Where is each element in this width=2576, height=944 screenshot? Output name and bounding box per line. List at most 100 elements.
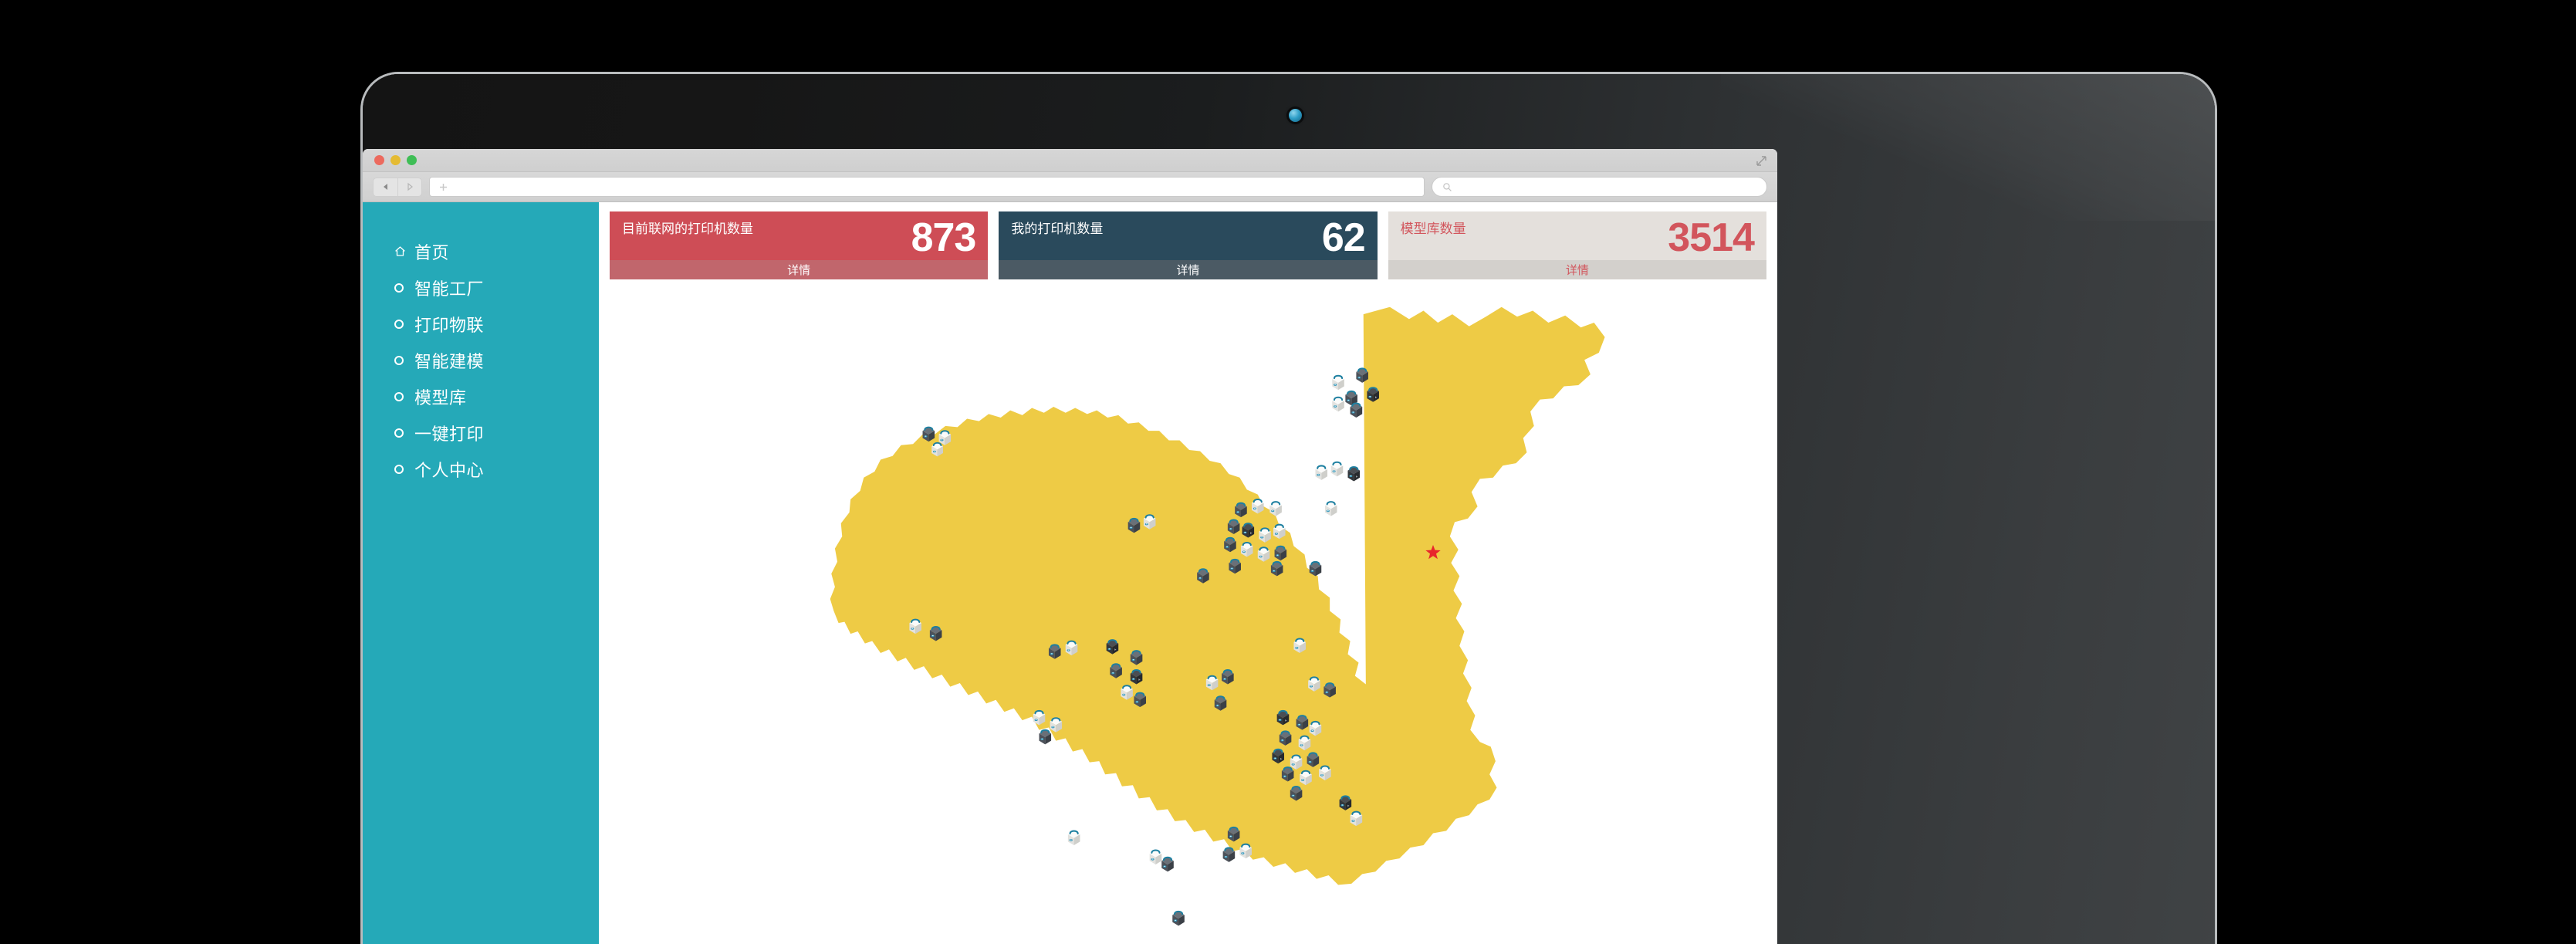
printer-marker-icon[interactable] [1270,560,1283,577]
stat-card-online-printers[interactable]: 目前联网的打印机数量 873 详情 [610,211,989,279]
maximize-button[interactable] [407,155,417,165]
printer-marker-icon[interactable] [1347,465,1361,482]
circle-icon [394,283,414,293]
printer-marker-icon[interactable] [1259,527,1271,543]
printer-marker-icon[interactable] [1290,785,1303,801]
printer-marker-icon[interactable] [1350,402,1363,418]
printer-marker-icon[interactable] [1239,843,1252,859]
url-input[interactable] [429,177,1425,197]
printer-marker-icon[interactable] [1224,536,1236,553]
search-icon [1443,182,1452,191]
printer-marker-icon[interactable] [1214,695,1227,711]
printer-marker-icon[interactable] [1130,650,1143,665]
red-star-icon[interactable] [1425,544,1441,560]
printer-marker-icon[interactable] [1130,669,1143,685]
sidebar-item-label: 个人中心 [414,460,485,480]
sidebar-item-smart-factory[interactable]: 智能工厂 [363,269,599,306]
printer-marker-icon[interactable] [1048,644,1061,659]
printer-marker-icon[interactable] [1143,514,1156,530]
browser-toolbar [363,172,1777,202]
printer-marker-icon[interactable] [1197,568,1209,584]
printer-marker-icon[interactable] [1222,847,1236,862]
printer-marker-icon[interactable] [929,625,942,641]
china-map-shape[interactable] [599,279,1777,940]
printer-marker-icon[interactable] [1161,856,1174,872]
printer-marker-icon[interactable] [1307,752,1320,767]
printer-marker-icon[interactable] [1065,640,1078,656]
printer-marker-icon[interactable] [1251,499,1264,514]
printer-marker-icon[interactable] [1227,826,1240,842]
printer-marker-icon[interactable] [1127,517,1141,533]
circle-icon [394,355,414,365]
printer-marker-icon[interactable] [909,618,921,634]
printer-marker-icon[interactable] [1296,715,1309,730]
minimize-button[interactable] [390,155,401,165]
sidebar-item-home[interactable]: 首页 [363,233,599,269]
printer-marker-icon[interactable] [1300,770,1312,786]
printer-marker-icon[interactable] [1235,502,1247,518]
sidebar-item-model-library[interactable]: 模型库 [363,378,599,414]
printer-marker-icon[interactable] [1319,765,1331,781]
printer-marker-icon[interactable] [1106,639,1119,655]
sidebar-item-print-iot[interactable]: 打印物联 [363,306,599,342]
printer-marker-icon[interactable] [1332,374,1344,391]
sidebar-item-one-click-print[interactable]: 一键打印 [363,414,599,451]
printer-marker-icon[interactable] [1332,396,1344,412]
search-input[interactable] [1432,177,1767,197]
printer-marker-icon[interactable] [1110,663,1122,678]
printer-marker-icon[interactable] [1222,669,1234,685]
printer-marker-icon[interactable] [1290,754,1303,770]
printer-marker-icon[interactable] [1323,682,1336,698]
printer-marker-icon[interactable] [1269,501,1282,516]
printer-marker-icon[interactable] [1315,465,1328,480]
printer-marker-icon[interactable] [1309,720,1322,736]
printer-marker-icon[interactable] [1345,390,1357,406]
printer-marker-icon[interactable] [1172,910,1185,926]
printer-marker-icon[interactable] [1309,560,1322,577]
printer-marker-icon[interactable] [1279,730,1292,746]
home-icon [394,245,414,257]
forward-arrow-icon[interactable] [397,178,421,196]
printer-marker-icon[interactable] [1324,501,1337,516]
printer-marker-icon[interactable] [1293,638,1307,654]
printer-marker-icon[interactable] [1276,709,1290,726]
printer-marker-icon[interactable] [1229,558,1241,574]
printer-marker-icon[interactable] [922,426,935,442]
back-arrow-icon[interactable] [374,178,397,196]
printer-markers-layer[interactable] [599,279,1777,940]
printer-marker-icon[interactable] [1339,795,1352,810]
printer-marker-icon[interactable] [1298,735,1311,751]
printer-marker-icon[interactable] [1240,542,1253,557]
printer-marker-icon[interactable] [1149,849,1162,864]
stat-card-model-library[interactable]: 模型库数量 3514 详情 [1388,211,1766,279]
printer-marker-icon[interactable] [1242,523,1255,538]
printer-marker-icon[interactable] [1330,461,1344,477]
printer-marker-icon[interactable] [1121,685,1133,700]
card-details-link[interactable]: 详情 [610,260,989,279]
stat-card-my-printers[interactable]: 我的打印机数量 62 详情 [999,211,1378,279]
printer-marker-icon[interactable] [1356,367,1368,383]
printer-marker-icon[interactable] [1274,545,1287,561]
printer-marker-icon[interactable] [1227,519,1240,534]
printer-marker-icon[interactable] [1308,676,1320,692]
printer-marker-icon[interactable] [1281,766,1294,782]
card-details-link[interactable]: 详情 [999,260,1378,279]
printer-marker-icon[interactable] [1272,748,1285,764]
printer-marker-icon[interactable] [938,430,952,445]
printer-marker-icon[interactable] [931,442,944,457]
close-button[interactable] [374,155,384,165]
printer-marker-icon[interactable] [1039,729,1052,745]
printer-marker-icon[interactable] [1205,675,1219,691]
printer-marker-icon[interactable] [1367,387,1379,402]
printer-marker-icon[interactable] [1033,709,1046,726]
card-details-link[interactable]: 详情 [1388,260,1766,279]
printer-marker-icon[interactable] [1067,830,1080,846]
sidebar-item-user-center[interactable]: 个人中心 [363,451,599,487]
resize-grip-icon[interactable] [1754,154,1769,168]
printer-marker-icon[interactable] [1134,692,1147,708]
printer-marker-icon[interactable] [1350,810,1363,827]
printer-marker-icon[interactable] [1273,523,1286,540]
printer-marker-icon[interactable] [1257,546,1270,562]
printer-marker-icon[interactable] [1050,717,1063,733]
sidebar-item-smart-modeling[interactable]: 智能建模 [363,342,599,378]
